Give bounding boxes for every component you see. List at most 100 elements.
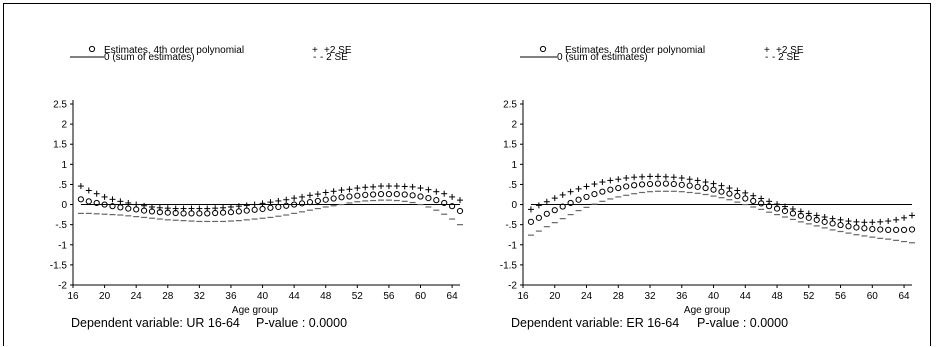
estimate-point-er (829, 220, 836, 227)
x-tick-label: 16 (67, 291, 79, 302)
legend-ur: Estimates, 4th order polynomial 0 (sum o… (70, 45, 352, 63)
estimate-point-ur (93, 199, 100, 207)
estimate-point-ur (298, 200, 306, 207)
x-tick-label: 60 (867, 291, 879, 302)
plus-2se-point-ur (314, 191, 321, 198)
figure-frame (3, 3, 931, 346)
estimate-point-ur (235, 208, 242, 215)
plus-2se-point-ur (172, 205, 179, 212)
estimate-point-er (853, 224, 860, 231)
estimate-point-er (900, 226, 908, 233)
legend-minus-marker-icon: - (313, 52, 316, 63)
plus-2se-point-ur (148, 203, 155, 210)
plus-2se-point-er (559, 191, 566, 198)
estimate-point-er (893, 226, 900, 233)
x-tick-label: 16 (517, 291, 529, 302)
x-axis-label-er: Age group (684, 305, 731, 316)
legend-er: Estimates, 4th order polynomial 0 (sum o… (520, 45, 804, 63)
estimate-point-er (559, 203, 566, 210)
plus-2se-point-er (885, 218, 892, 225)
estimate-point-ur (330, 195, 337, 202)
estimate-point-ur (393, 190, 400, 198)
y-tick-label: -1.5 (50, 260, 68, 271)
estimate-point-er (607, 186, 614, 193)
plus-2se-point-er (781, 203, 788, 210)
chart-panel-ur: Estimates, 4th order polynomial 0 (sum o… (50, 45, 464, 330)
plus-2se-point-er (718, 182, 725, 189)
y-tick-label: .5 (509, 180, 518, 191)
plus-2se-point-er (845, 218, 852, 225)
estimate-point-er (758, 200, 765, 207)
x-tick-label: 20 (99, 291, 111, 302)
plus-2se-point-er (527, 206, 534, 213)
plus-2se-point-ur (156, 204, 163, 211)
estimate-point-er (821, 218, 828, 225)
plus-2se-point-ur (204, 205, 211, 212)
y-tick-label: 2 (61, 120, 67, 131)
estimate-point-er (599, 188, 606, 195)
estimate-point-er (527, 218, 535, 225)
x-tick-label: 36 (225, 291, 237, 302)
estimate-point-er (845, 223, 852, 230)
y-tick-label: 0 (511, 200, 517, 211)
plus-2se-point-ur (306, 192, 313, 199)
estimate-point-ur (346, 193, 353, 200)
plus-2se-point-er (821, 214, 828, 221)
plus-2se-point-ur (283, 196, 290, 203)
plus-2se-point-er (774, 201, 781, 208)
plus-2se-point-ur (291, 195, 298, 202)
estimate-point-ur (188, 210, 195, 217)
x-tick-label: 40 (257, 291, 269, 302)
estimate-point-ur (212, 209, 219, 217)
plus-2se-point-er (797, 208, 804, 215)
estimate-point-ur (456, 207, 464, 215)
estimate-point-ur (77, 196, 84, 203)
plus-2se-point-er (686, 176, 693, 183)
x-tick-label: 24 (581, 291, 593, 302)
estimate-point-er (551, 207, 558, 214)
estimate-point-er (702, 184, 709, 192)
estimate-point-er (861, 225, 868, 232)
estimate-point-ur (180, 210, 187, 217)
plus-2se-point-ur (180, 205, 187, 212)
plus-2se-point-ur (330, 188, 337, 195)
plus-2se-point-er (742, 189, 749, 196)
estimate-point-ur (117, 204, 124, 211)
estimate-point-er (615, 184, 622, 192)
x-tick-label: 36 (676, 291, 688, 302)
x-tick-label: 44 (740, 291, 752, 302)
footer-dependent-ur: Dependent variable: UR 16-64 (71, 316, 240, 330)
x-tick-label: 20 (549, 291, 561, 302)
estimate-point-ur (409, 192, 416, 199)
plus-2se-point-ur (275, 197, 282, 204)
y-tick-label: -1 (508, 240, 517, 251)
plus-2se-point-ur (188, 205, 195, 212)
plus-2se-point-ur (251, 201, 258, 208)
estimate-point-ur (314, 197, 321, 205)
plus-2se-point-er (901, 214, 908, 221)
estimate-point-er (718, 188, 725, 195)
legend-circle-marker-icon (539, 45, 547, 53)
plus-2se-point-er (623, 175, 630, 182)
plus-2se-point-er (583, 183, 590, 190)
estimate-point-er (543, 210, 550, 217)
plus-2se-point-er (654, 173, 661, 180)
estimate-point-ur (370, 191, 377, 198)
x-tick-label: 48 (771, 291, 783, 302)
plus-2se-point-er (575, 185, 582, 192)
estimate-point-ur (109, 203, 116, 210)
footer-dependent-er: Dependent variable: ER 16-64 (511, 316, 679, 330)
plus-2se-point-ur (433, 188, 440, 195)
y-tick-label: -2 (58, 281, 67, 292)
plus-2se-point-ur (109, 196, 116, 203)
plus-2se-point-er (853, 218, 860, 225)
plus-2se-point-ur (117, 198, 124, 205)
estimate-point-er (638, 181, 646, 188)
plus-2se-point-ur (125, 199, 132, 206)
plus-2se-point-er (535, 202, 542, 209)
estimate-point-ur (433, 197, 440, 204)
legend-plus-marker-icon: + (764, 45, 770, 56)
plus-2se-point-ur (417, 185, 424, 192)
estimate-point-er (567, 199, 574, 207)
